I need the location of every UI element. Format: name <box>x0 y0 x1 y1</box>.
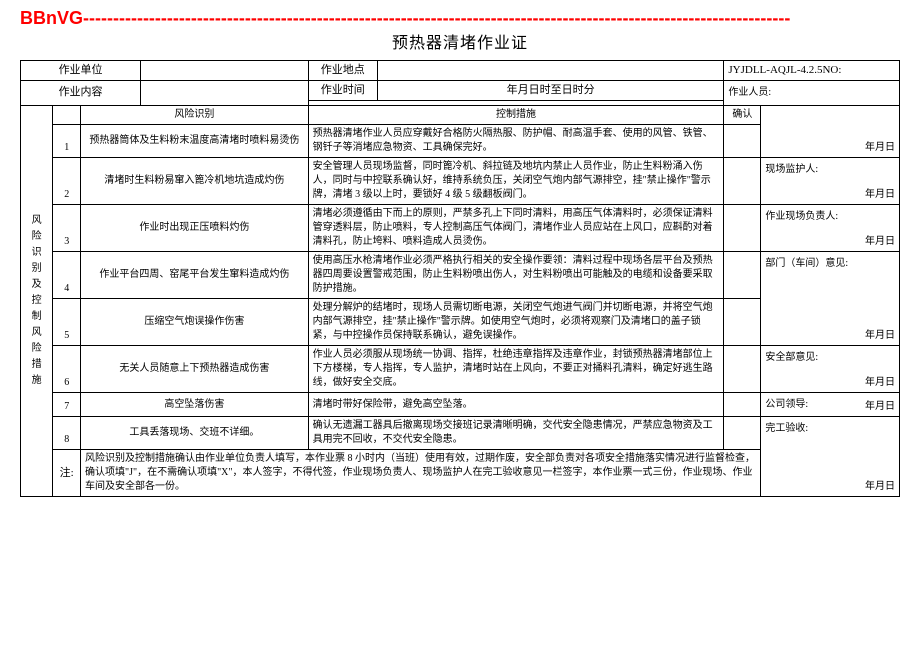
side-6: 完工验收:年月日 <box>761 417 900 497</box>
risk-1: 预热器筒体及生料粉末温度高清堵时喷料易烫伤 <box>81 125 309 158</box>
risk-8: 工具丢落现场、交班不详细。 <box>81 417 309 450</box>
measure-5: 处理分解炉的结堵时，现场人员需切断电源，关闭空气炮进气阀门并切断电源，并将空气炮… <box>308 299 724 346</box>
row-num-2: 2 <box>53 158 81 205</box>
work-unit-value <box>141 60 308 80</box>
side-4: 安全部意见:年月日 <box>761 346 900 393</box>
blank-header <box>53 106 81 125</box>
side-2: 作业现场负责人:年月日 <box>761 205 900 252</box>
header-code: BBnVG <box>20 8 83 28</box>
header-dashes: ----------------------------------------… <box>83 8 790 28</box>
side-5: 公司领导:年月日 <box>761 393 900 417</box>
work-time-label: 作业时间 <box>308 80 377 100</box>
row-num-5: 5 <box>53 299 81 346</box>
row-num-6: 6 <box>53 346 81 393</box>
risk-5: 压缩空气炮误操作伤害 <box>81 299 309 346</box>
confirm-4 <box>724 252 761 299</box>
measure-2: 安全管理人员现场监督，同时篦冷机、斜拉链及地坑内禁止人员作业，防止生料粉涌入伤人… <box>308 158 724 205</box>
measure-7: 清堵时带好保险带，避免高空坠落。 <box>308 393 724 417</box>
work-location-value <box>377 60 723 80</box>
work-time-value: 年月日时至日时分 <box>377 80 723 100</box>
confirm-1 <box>724 125 761 158</box>
confirm-5 <box>724 299 761 346</box>
row-num-4: 4 <box>53 252 81 299</box>
side-1: 现场监护人:年月日 <box>761 158 900 205</box>
confirm-7 <box>724 393 761 417</box>
measure-3: 清堵必须遵循由下而上的原则，严禁多孔上下同时清料，用高压气体清料时，必须保证清料… <box>308 205 724 252</box>
header-line: BBnVG-----------------------------------… <box>20 6 900 31</box>
note-label: 注: <box>53 450 81 497</box>
confirm-header: 确认 <box>724 106 761 125</box>
side-blank-1: 年月日 <box>761 106 900 158</box>
workers-label: 作业人员: <box>724 80 900 105</box>
confirm-6 <box>724 346 761 393</box>
measure-6: 作业人员必须服从现场统一协调、指挥，杜绝违章指挥及违章作业，封锁预热器清堵部位上… <box>308 346 724 393</box>
risk-header: 风险识别 <box>81 106 309 125</box>
measure-1: 预热器清堵作业人员应穿戴好合格防火隔热服、防护帽、耐高温手套、使用的风管、铁管、… <box>308 125 724 158</box>
note-text: 风险识别及控制措施确认由作业单位负责人填写，本作业票 8 小时内（当班）使用有效… <box>81 450 761 497</box>
risk-6: 无关人员随意上下预热器造成伤害 <box>81 346 309 393</box>
confirm-8 <box>724 417 761 450</box>
row-num-3: 3 <box>53 205 81 252</box>
work-content-label: 作业内容 <box>21 80 141 105</box>
measure-8: 确认无遗漏工器具后撤离现场交接班记录清晰明确，交代安全隐患情况，严禁应急物资及工… <box>308 417 724 450</box>
page-title: 预热器清堵作业证 <box>20 33 900 55</box>
risk-2: 清堵时生料粉易窜入篦冷机地坑造成灼伤 <box>81 158 309 205</box>
confirm-3 <box>724 205 761 252</box>
row-num-1: 1 <box>53 125 81 158</box>
measure-4: 使用高压水枪清堵作业必须严格执行相关的安全操作要领：清料过程中现场各层平台及预热… <box>308 252 724 299</box>
work-content-value <box>141 80 308 105</box>
side-3: 部门（车间）意见:年月日 <box>761 252 900 346</box>
main-table: 作业单位 作业地点 JYJDLL-AQJL-4.2.5NO: 作业内容 作业时间… <box>20 60 900 498</box>
risk-3: 作业时出现正压喷料灼伤 <box>81 205 309 252</box>
work-location-label: 作业地点 <box>308 60 377 80</box>
risk-4: 作业平台四周、窑尾平台发生窜料造成灼伤 <box>81 252 309 299</box>
row-num-7: 7 <box>53 393 81 417</box>
doc-no: JYJDLL-AQJL-4.2.5NO: <box>724 60 900 80</box>
risk-7: 高空坠落伤害 <box>81 393 309 417</box>
row-num-8: 8 <box>53 417 81 450</box>
section-title: 风险识别及控制风险措施 <box>21 106 53 497</box>
measure-header: 控制措施 <box>308 106 724 125</box>
work-unit-label: 作业单位 <box>21 60 141 80</box>
confirm-2 <box>724 158 761 205</box>
